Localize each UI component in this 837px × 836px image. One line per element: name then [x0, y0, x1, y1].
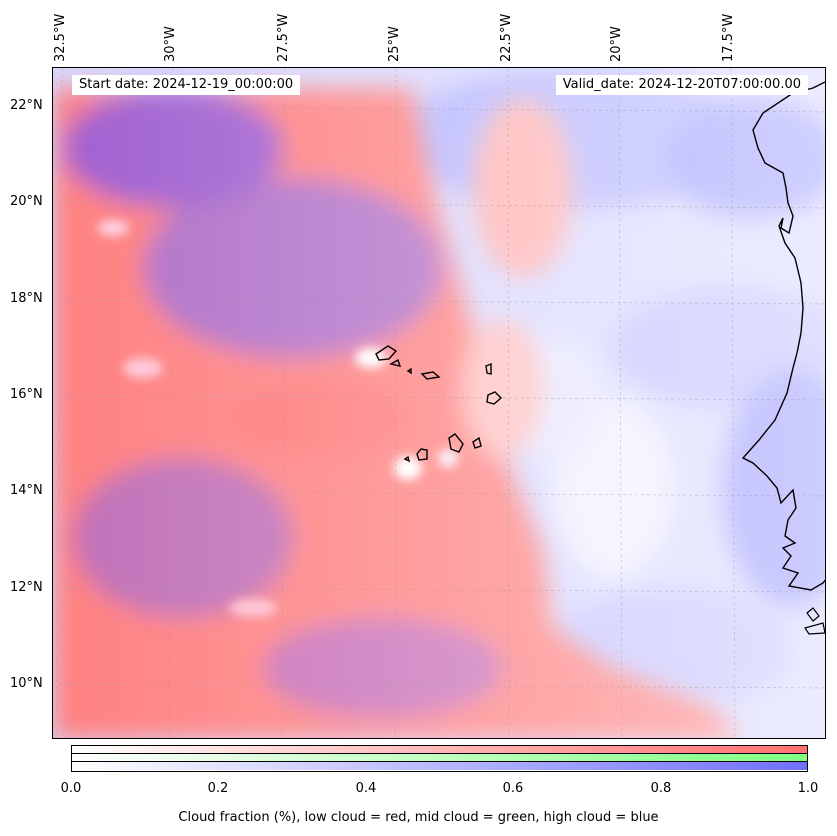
cape-verde-islands: [375, 345, 503, 463]
colorbar-mid-cloud-band: [72, 754, 807, 762]
graticule: [53, 68, 825, 738]
cloud-fraction-map: [52, 67, 826, 739]
lat-label-22n: 22°N: [10, 98, 43, 113]
lon-label-25w: 25°W: [387, 26, 402, 62]
colorbar-tick-0-2: 0.2: [207, 781, 229, 796]
lat-label-18n: 18°N: [10, 291, 43, 306]
lat-label-20n: 20°N: [10, 194, 43, 209]
colorbar-low-cloud-band: [72, 746, 807, 754]
colorbar-tick-0-6: 0.6: [502, 781, 524, 796]
map-canvas: [53, 68, 825, 738]
lon-label-20w: 20°W: [609, 26, 624, 62]
colorbar-tick-0-4: 0.4: [355, 781, 377, 796]
colorbar-caption: Cloud fraction (%), low cloud = red, mid…: [178, 810, 659, 825]
lon-label-30w: 30°W: [163, 26, 178, 62]
lon-label-32-5w: 32.5°W: [53, 13, 68, 62]
colorbar-tick-0: 0.0: [60, 781, 82, 796]
colorbar-ticks: [72, 746, 809, 773]
lon-label-22-5w: 22.5°W: [499, 13, 514, 62]
lon-label-17-5w: 17.5°W: [721, 13, 736, 62]
colorbar-high-cloud-band: [72, 762, 807, 770]
lat-label-16n: 16°N: [10, 387, 43, 402]
colorbar-tick-1-0: 1.0: [797, 781, 819, 796]
start-date-label: Start date: 2024-12-19_00:00:00: [72, 75, 301, 95]
lat-label-10n: 10°N: [10, 676, 43, 691]
lat-label-14n: 14°N: [10, 483, 43, 498]
colorbar-tick-0-8: 0.8: [650, 781, 672, 796]
cloud-fraction-colorbar: [71, 745, 808, 772]
lat-label-12n: 12°N: [10, 580, 43, 595]
africa-coastline: [741, 81, 825, 591]
lon-label-27-5w: 27.5°W: [276, 13, 291, 62]
valid-date-label: Valid_date: 2024-12-20T07:00:00.00: [555, 75, 808, 95]
